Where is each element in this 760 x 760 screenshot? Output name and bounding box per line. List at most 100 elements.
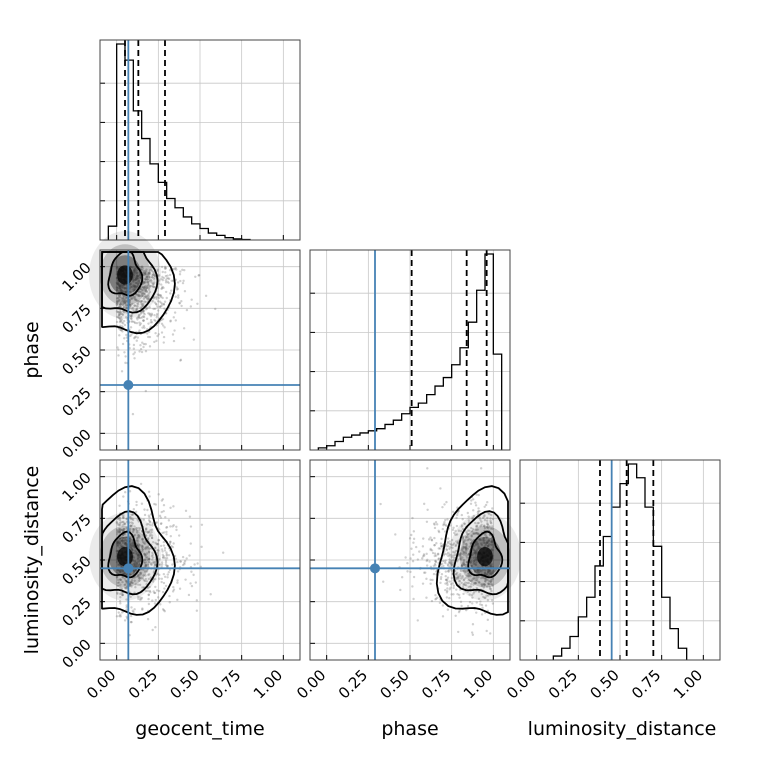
sample-point — [164, 281, 168, 284]
sample-point — [135, 308, 138, 311]
sample-point — [122, 302, 125, 305]
sample-point — [167, 553, 171, 557]
sample-point — [485, 535, 488, 538]
sample-point — [117, 539, 120, 543]
sample-point — [162, 555, 166, 558]
sample-point — [489, 587, 492, 591]
sample-point — [119, 303, 123, 306]
sample-point — [141, 310, 144, 313]
sample-point — [159, 293, 162, 297]
sample-point — [133, 304, 136, 307]
sample-point — [147, 530, 151, 534]
sample-point — [491, 527, 494, 530]
sample-point — [475, 571, 479, 574]
sample-point — [130, 297, 134, 300]
sample-point — [143, 508, 146, 511]
sample-point — [123, 311, 126, 314]
sample-point — [489, 517, 492, 520]
sample-point — [474, 563, 478, 567]
sample-point — [466, 574, 469, 577]
sample-point — [470, 534, 473, 537]
sample-point — [118, 517, 122, 520]
sample-point — [461, 576, 464, 579]
sample-point — [147, 292, 151, 295]
sample-point — [119, 583, 122, 586]
sample-point — [122, 306, 126, 309]
sample-point — [175, 528, 178, 532]
sample-point — [152, 285, 155, 289]
sample-point — [165, 553, 169, 556]
sample-point — [122, 515, 125, 518]
sample-point — [444, 588, 447, 592]
sample-point — [116, 300, 119, 304]
sample-point — [489, 565, 492, 569]
sample-point — [153, 563, 157, 567]
sample-point — [118, 529, 122, 533]
sample-point — [121, 524, 124, 527]
sample-point — [138, 598, 142, 601]
sample-point — [150, 528, 154, 531]
sample-point — [132, 308, 135, 312]
sample-point — [124, 290, 128, 294]
sample-point — [478, 546, 481, 549]
sample-point — [152, 285, 155, 288]
sample-point — [146, 294, 149, 298]
sample-point — [138, 329, 141, 332]
sample-point — [458, 579, 461, 583]
sample-point — [172, 316, 175, 319]
sample-point — [463, 563, 466, 566]
sample-point — [132, 296, 136, 299]
sample-point — [125, 543, 128, 546]
sample-point — [143, 558, 147, 562]
sample-point — [125, 299, 128, 302]
sample-point — [137, 573, 140, 576]
density-contour — [101, 510, 159, 596]
sample-point — [475, 493, 478, 496]
sample-point — [149, 576, 152, 579]
sample-point — [175, 268, 178, 271]
sample-point — [136, 556, 140, 560]
sample-point — [117, 516, 120, 520]
sample-point — [143, 326, 146, 329]
sample-point — [139, 276, 142, 279]
sample-point — [116, 531, 119, 534]
sample-point — [462, 578, 466, 581]
panel-frame — [309, 459, 511, 661]
sample-point — [165, 551, 168, 554]
sample-point — [464, 536, 468, 539]
sample-point — [122, 286, 125, 289]
sample-point — [115, 320, 119, 324]
sample-point — [135, 321, 139, 325]
sample-point — [429, 547, 432, 551]
sample-point — [171, 525, 174, 528]
sample-point — [485, 629, 488, 633]
sample-point — [425, 559, 428, 563]
sample-point — [467, 572, 470, 575]
sample-point — [465, 546, 468, 549]
sample-point — [446, 569, 450, 573]
sample-point — [434, 598, 437, 601]
sample-point — [490, 580, 493, 583]
sample-point — [143, 554, 147, 557]
sample-point — [470, 564, 474, 568]
sample-point — [461, 518, 464, 521]
sample-point — [173, 329, 176, 332]
sample-point — [491, 602, 495, 605]
sample-point — [162, 335, 166, 339]
sample-point — [455, 524, 459, 528]
sample-point — [130, 513, 133, 516]
sample-point — [489, 582, 493, 586]
sample-point — [144, 564, 147, 567]
sample-point — [172, 505, 175, 508]
sample-point — [468, 545, 471, 548]
sample-point — [467, 552, 470, 556]
sample-point — [133, 284, 136, 288]
sample-point — [473, 559, 476, 563]
sample-point — [459, 529, 463, 533]
sample-point — [439, 542, 443, 545]
sample-point — [461, 536, 465, 540]
sample-point — [131, 306, 135, 310]
sample-point — [490, 562, 493, 566]
sample-point — [449, 543, 453, 546]
sample-point — [199, 565, 202, 569]
